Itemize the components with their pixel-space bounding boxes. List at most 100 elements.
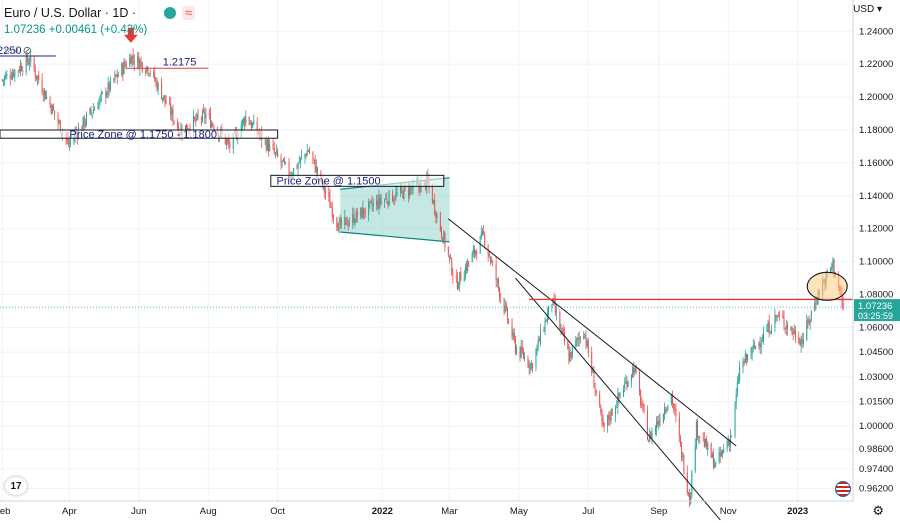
- candle-body: [440, 229, 443, 237]
- symbol-title[interactable]: Euro / U.S. Dollar · 1D ·: [4, 6, 136, 20]
- candle: [313, 158, 315, 164]
- candle-body: [196, 114, 198, 121]
- candle-body: [631, 375, 633, 382]
- candle-body: [602, 420, 604, 425]
- candle: [363, 208, 365, 220]
- candle-body: [197, 114, 199, 118]
- candle: [273, 141, 275, 155]
- candle: [569, 346, 571, 363]
- candle-body: [323, 182, 325, 192]
- candle-body: [147, 67, 149, 74]
- candle-body: [662, 414, 664, 424]
- candle-body: [113, 78, 115, 80]
- candle-body: [673, 403, 675, 409]
- candle: [299, 157, 301, 169]
- legend-title-row: Euro / U.S. Dollar · 1D · ≈: [4, 4, 196, 22]
- us-flag-icon[interactable]: [835, 481, 851, 497]
- candle: [268, 135, 270, 157]
- candle-body: [130, 57, 132, 64]
- candle-body: [759, 343, 761, 347]
- candle-body: [285, 162, 287, 164]
- candle: [364, 207, 366, 219]
- candle-body: [499, 287, 501, 298]
- candle-body: [484, 234, 486, 246]
- green-dot-icon[interactable]: [163, 7, 176, 19]
- candle: [384, 198, 386, 209]
- candle-body: [148, 73, 150, 75]
- candle-body: [380, 200, 382, 204]
- candle: [731, 435, 733, 438]
- candle: [139, 58, 141, 76]
- candle-body: [452, 275, 454, 277]
- candle: [12, 68, 14, 81]
- candle-body: [775, 315, 777, 317]
- candle-body: [204, 111, 206, 119]
- price-tick-label: 1.04500: [859, 347, 893, 358]
- candle: [248, 116, 250, 126]
- gear-icon[interactable]: ⚙: [872, 503, 884, 518]
- candle: [521, 340, 523, 355]
- candle-body: [625, 381, 627, 384]
- candle: [476, 248, 478, 261]
- candle-body: [801, 338, 803, 344]
- candle-body: [802, 339, 804, 344]
- candle: [272, 138, 274, 151]
- wave-icon[interactable]: ≈: [181, 6, 196, 20]
- candle: [750, 347, 752, 360]
- candle: [106, 90, 108, 99]
- candle: [372, 198, 374, 212]
- candle-body: [460, 272, 462, 281]
- price-zone-2-box: [270, 174, 445, 187]
- candle: [579, 336, 581, 344]
- currency-selector[interactable]: USD ▾: [853, 4, 882, 15]
- date-tick-label: Nov: [720, 506, 737, 517]
- candle: [492, 259, 494, 267]
- candle: [275, 144, 278, 156]
- candle-body: [329, 196, 331, 208]
- candle-body: [665, 410, 667, 411]
- candle: [714, 458, 716, 468]
- candle: [379, 193, 381, 209]
- candle-body: [529, 363, 531, 370]
- candle: [495, 257, 497, 288]
- candle: [58, 119, 60, 125]
- candle: [711, 451, 713, 459]
- candle: [790, 326, 792, 332]
- candle: [46, 90, 48, 100]
- candle: [306, 143, 308, 156]
- candle: [164, 95, 166, 108]
- candle: [727, 435, 729, 447]
- candle: [801, 332, 803, 349]
- candle: [451, 257, 453, 276]
- candle: [710, 442, 712, 459]
- candle: [435, 210, 437, 224]
- tradingview-logo-icon[interactable]: 17: [5, 477, 27, 495]
- candle-body: [386, 198, 388, 202]
- candle-body: [760, 343, 762, 348]
- candle-body: [352, 214, 354, 223]
- channel-upper-line: [448, 218, 737, 447]
- candle-body: [810, 311, 812, 318]
- candle: [123, 57, 125, 75]
- candle-body: [332, 215, 334, 218]
- candle-body: [766, 331, 768, 332]
- candle-body: [831, 265, 833, 268]
- candle-body: [553, 298, 555, 303]
- candle-body: [736, 382, 738, 394]
- candle-body: [170, 103, 172, 116]
- candle-body: [401, 186, 403, 191]
- candle-body: [635, 369, 637, 373]
- eye-slash-icon[interactable]: ⊘: [22, 45, 32, 57]
- candle: [602, 414, 604, 428]
- candle-body: [132, 55, 134, 60]
- candle-body: [57, 114, 59, 123]
- candle-body: [18, 69, 20, 72]
- candle-body: [140, 61, 142, 63]
- candle-body: [227, 139, 229, 141]
- candle-body: [149, 72, 151, 74]
- candle: [140, 56, 142, 68]
- candle-body: [443, 233, 445, 243]
- candle-body: [73, 136, 75, 142]
- candle: [675, 403, 677, 423]
